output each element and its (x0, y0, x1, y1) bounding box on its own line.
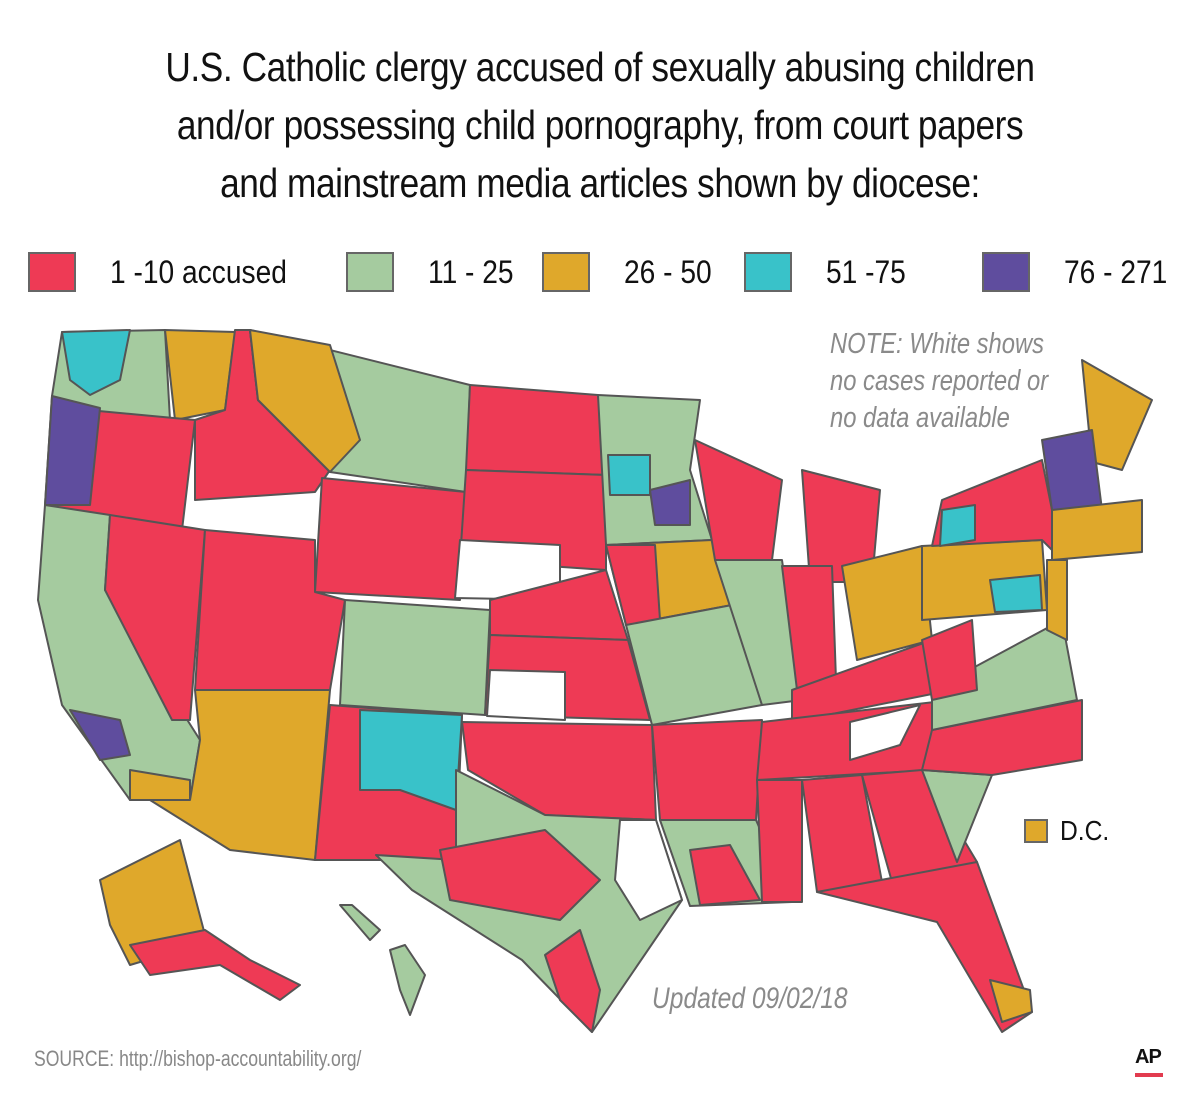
region-wv (921, 619, 978, 701)
region-mn-purple (649, 479, 691, 526)
title-line: and mainstream media articles shown by d… (220, 160, 980, 206)
alaska (99, 839, 301, 1001)
region-oh (841, 545, 933, 661)
legend-item: 51 -75 (744, 252, 917, 292)
region-nv (104, 514, 206, 721)
legend-swatch (28, 252, 76, 292)
title-line: U.S. Catholic clergy accused of sexually… (165, 44, 1035, 90)
legend-item: 26 - 50 (542, 252, 724, 292)
dc-swatch (1024, 819, 1048, 843)
legend-label: 51 -75 (826, 253, 906, 290)
region-ma-ct (1051, 499, 1143, 561)
region-me (1081, 359, 1153, 471)
region-ks-white (486, 669, 566, 721)
note-line: no data available (830, 402, 1010, 434)
region-co (339, 599, 491, 716)
legend-label: 11 - 25 (428, 253, 514, 290)
legend-swatch (982, 252, 1030, 292)
region-mt-west (249, 329, 361, 473)
region-ms (756, 779, 803, 903)
legend-swatch (542, 252, 590, 292)
note-line: no cases reported or (830, 365, 1049, 397)
updated-date: Updated 09/02/18 (652, 982, 848, 1015)
hawaii (339, 904, 426, 1016)
region-ak-south (129, 929, 301, 1001)
region-nm-santafe (359, 709, 463, 811)
region-az (149, 689, 331, 861)
legend: 1 -10 accused 11 - 25 26 - 50 51 -75 76 … (28, 252, 1178, 298)
region-nj (1046, 559, 1068, 641)
region-hi-islands (339, 904, 381, 941)
map-note: NOTE: White shows no cases reported or n… (830, 326, 1048, 437)
region-la-red (689, 844, 761, 906)
region-hi (389, 944, 426, 1016)
region-wy (314, 477, 467, 601)
region-tx-white (614, 819, 683, 921)
legend-swatch (744, 252, 792, 292)
legend-item: 1 -10 accused (28, 252, 311, 292)
region-ny-teal (939, 504, 976, 547)
dc-legend: D.C. (1024, 815, 1116, 847)
region-ca-la (69, 709, 131, 761)
note-line: NOTE: White shows (830, 328, 1045, 360)
region-nd (465, 384, 607, 476)
region-or-portland (44, 395, 101, 506)
region-tn-white (849, 704, 921, 761)
ap-logo: AP (1135, 1046, 1162, 1068)
region-vt-nh (1041, 429, 1103, 511)
region-mn-teal (607, 454, 651, 496)
states (37, 329, 1153, 1033)
region-pa-teal (989, 574, 1043, 613)
region-fl-south (989, 979, 1033, 1023)
region-tx-red (439, 829, 601, 921)
region-fl (816, 861, 1033, 1033)
ap-logo-underline (1135, 1073, 1163, 1077)
region-ar (651, 719, 763, 821)
source-credit: SOURCE: http://bishop-accountability.org… (34, 1046, 362, 1071)
legend-label: 1 -10 accused (110, 253, 287, 290)
legend-swatch (346, 252, 394, 292)
map-title: U.S. Catholic clergy accused of sexually… (84, 38, 1116, 212)
dc-label: D.C. (1060, 815, 1110, 846)
legend-label: 76 - 271 (1064, 253, 1168, 290)
legend-label: 26 - 50 (624, 253, 712, 290)
region-va (931, 619, 1078, 731)
region-tx-coast (544, 929, 601, 1033)
legend-item: 76 - 271 (982, 252, 1181, 292)
title-line: and/or possessing child pornography, fro… (176, 102, 1024, 148)
region-wa-seattle (61, 329, 131, 396)
legend-item: 11 - 25 (346, 252, 525, 292)
